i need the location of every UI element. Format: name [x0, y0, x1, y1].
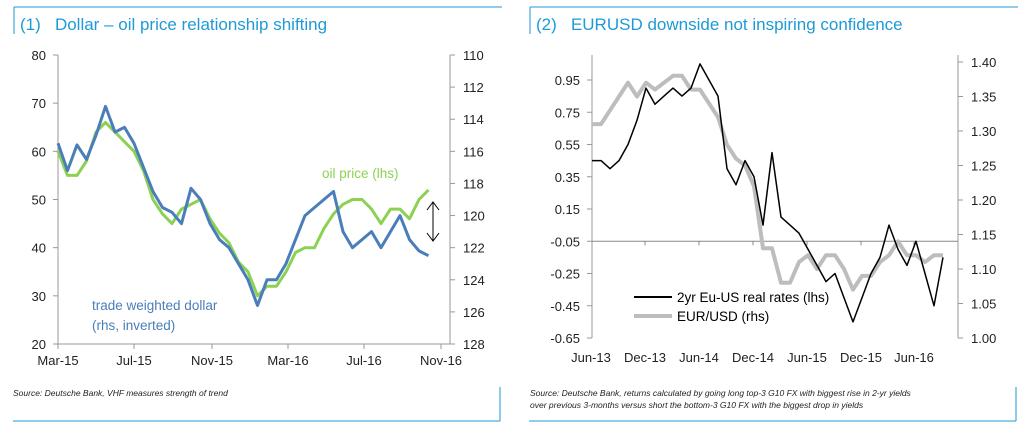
legend-eurusd-label: EUR/USD (rhs): [677, 309, 769, 324]
x-tick-label: Dec-13: [624, 350, 666, 365]
dollar-series-label-line2: (rhs, inverted): [92, 318, 175, 333]
left-tick-label: 0.15: [555, 202, 580, 217]
right-tick-label: 1.10: [971, 262, 996, 277]
left-tick-label: 40: [32, 241, 46, 256]
left-tick-label: -0.25: [550, 267, 580, 282]
x-tick-label: Jul-16: [346, 353, 381, 368]
chart-1-title: (1) Dollar – oil price relationship shif…: [20, 15, 327, 34]
right-tick-label: 116: [463, 144, 484, 159]
left-tick-label: 0.35: [555, 170, 580, 185]
left-tick-label: 80: [32, 48, 46, 63]
rates-line: [592, 63, 944, 323]
right-tick-label: 124: [463, 273, 485, 288]
dollar-series-label-line1: trade weighted dollar: [92, 298, 218, 313]
x-tick-label: Mar-15: [37, 353, 78, 368]
oil-series-label: oil price (lhs): [322, 166, 399, 181]
right-tick-label: 118: [463, 176, 484, 191]
chart-2-source: Source: Deutsche Bank, returns calculate…: [530, 388, 912, 398]
right-tick-label: 1.25: [971, 159, 996, 174]
chart-2-source-line2: over previous 3-months versus short the …: [530, 400, 864, 410]
chart-1-arrow: [426, 201, 440, 242]
left-tick-label: 50: [32, 193, 46, 208]
left-tick-label: 0.75: [555, 105, 580, 120]
right-tick-label: 1.20: [971, 193, 996, 208]
dollar-line: [56, 104, 430, 307]
x-tick-label: Dec-15: [840, 350, 882, 365]
eurusd-line: [592, 73, 943, 292]
left-tick-label: 0.55: [555, 138, 580, 153]
x-tick-label: Dec-14: [732, 350, 774, 365]
right-tick-label: 1.15: [971, 228, 996, 243]
legend-rates-label: 2yr Eu-US real rates (lhs): [677, 290, 829, 305]
left-tick-label: 0.95: [555, 73, 580, 88]
chart-1-source: Source: Deutsche Bank, VHF measures stre…: [13, 388, 228, 398]
left-tick-label: -0.05: [550, 234, 580, 249]
oil-line: [56, 120, 430, 298]
right-tick-label: 1.05: [971, 297, 996, 312]
right-tick-label: 126: [463, 305, 485, 320]
left-tick-label: -0.65: [550, 331, 580, 346]
x-tick-label: Jun-16: [894, 350, 934, 365]
x-tick-label: Jun-13: [571, 350, 611, 365]
left-tick-label: 70: [32, 96, 46, 111]
left-tick-label: 60: [32, 144, 46, 159]
chart-2-title: (2) EURUSD downside not inspiring confid…: [536, 15, 903, 34]
frame-1: [13, 6, 502, 422]
right-tick-label: 112: [463, 80, 484, 95]
frame-2: [529, 6, 1018, 422]
x-tick-label: Jun-15: [787, 350, 827, 365]
left-tick-label: -0.45: [550, 299, 580, 314]
right-tick-label: 1.40: [971, 55, 996, 70]
left-tick-label: 20: [32, 337, 46, 352]
right-tick-label: 122: [463, 241, 485, 256]
right-tick-label: 1.30: [971, 124, 996, 139]
right-tick-label: 120: [463, 209, 485, 224]
right-tick-label: 114: [463, 112, 484, 127]
left-tick-label: 30: [32, 289, 46, 304]
x-tick-label: Jun-14: [679, 350, 719, 365]
x-tick-label: Jul-15: [116, 353, 151, 368]
right-tick-label: 128: [463, 337, 485, 352]
right-tick-label: 1.00: [971, 331, 996, 346]
x-tick-label: Nov-15: [191, 353, 233, 368]
x-tick-label: Mar-16: [267, 353, 308, 368]
right-tick-label: 110: [463, 48, 484, 63]
right-tick-label: 1.35: [971, 90, 996, 105]
chart-2-legend: 2yr Eu-US real rates (lhs) EUR/USD (rhs): [634, 290, 829, 324]
x-tick-label: Nov-16: [420, 353, 462, 368]
